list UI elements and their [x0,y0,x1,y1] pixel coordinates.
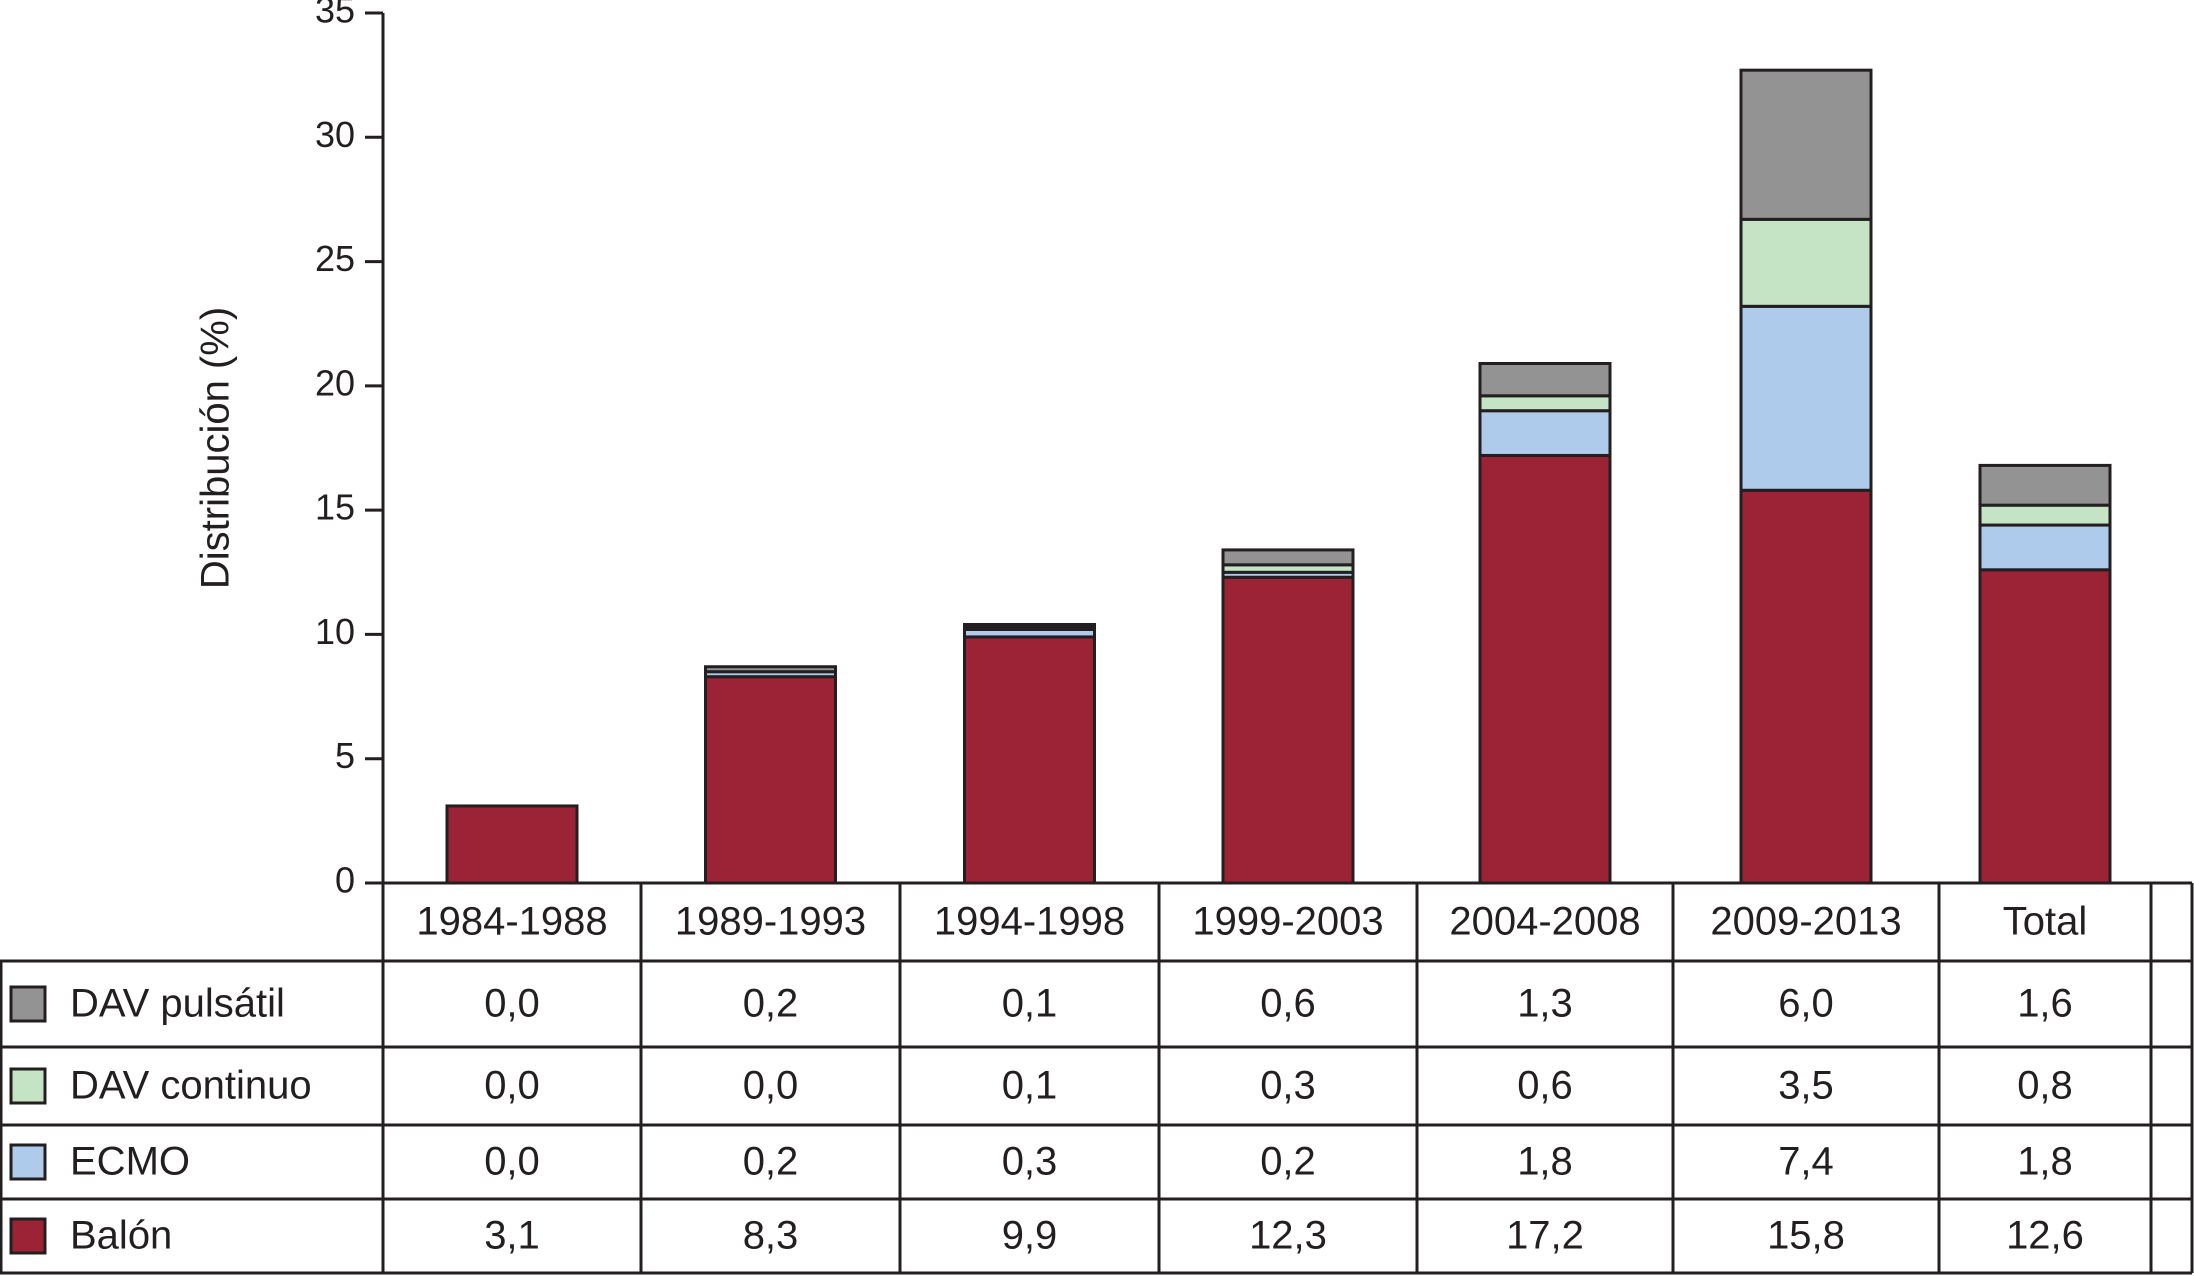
bar-segment [1739,488,1873,885]
x-tick-label: 1999-2003 [1192,900,1383,944]
y-tick-label: 20 [315,362,355,403]
bar-segment [704,675,837,885]
table-value: 0,2 [1260,1140,1316,1184]
table-value: 12,6 [2006,1214,2084,1258]
legend-label: Balón [70,1214,172,1258]
table-value: 0,8 [2017,1064,2073,1108]
table-value: 7,4 [1778,1140,1834,1184]
bar-segment [963,622,1096,629]
table-value: 0,6 [1517,1064,1573,1108]
table-value: 0,0 [484,1140,540,1184]
bar-segment [445,804,579,885]
bar-segment [704,665,837,674]
y-axis-title: Distribución (%) [194,307,238,589]
table-value: 0,2 [743,1140,799,1184]
x-tick-label: 1994-1998 [934,900,1125,944]
table-value: 1,6 [2017,982,2073,1026]
y-tick-label: 30 [315,114,355,155]
legend-swatch [9,985,47,1023]
y-tick-label: 25 [315,238,355,279]
x-tick-label: 1989-1993 [675,900,866,944]
legend-swatch [9,1143,47,1181]
y-tick-label: 0 [335,860,355,901]
x-tick-label: Total [2003,900,2088,944]
table-value: 0,6 [1260,982,1316,1026]
table-value: 1,8 [2017,1140,2073,1184]
legend-swatch [9,1217,47,1255]
bar-segment [1478,361,1612,398]
table-value: 17,2 [1506,1214,1584,1258]
bar-segment [1739,217,1873,308]
table-value: 0,1 [1002,982,1058,1026]
table-value: 1,8 [1517,1140,1573,1184]
bar-segment [1739,68,1873,221]
table-value: 0,3 [1002,1140,1058,1184]
y-tick-label: 35 [315,0,355,31]
legend-swatch [9,1067,47,1105]
table-value: 0,0 [484,982,540,1026]
legend-label: DAV continuo [70,1064,312,1108]
table-value: 1,3 [1517,982,1573,1026]
table-value: 9,9 [1002,1214,1058,1258]
bar-segment [1978,463,2112,507]
x-tick-label: 1984-1988 [416,900,607,944]
bar-segment [1478,453,1612,885]
table-value: 3,5 [1778,1064,1834,1108]
table-value: 0,0 [484,1064,540,1108]
y-tick-label: 15 [315,487,355,528]
x-tick-label: 2009-2013 [1710,900,1901,944]
table-value: 6,0 [1778,982,1834,1026]
bar-segment [1478,409,1612,457]
bar-segment [1978,568,2112,885]
legend-label: ECMO [70,1140,190,1184]
table-value: 3,1 [484,1214,540,1258]
y-tick-label: 10 [315,611,355,652]
table-value: 0,2 [743,982,799,1026]
legend-label: DAV pulsátil [70,982,285,1026]
table-value: 15,8 [1767,1214,1845,1258]
bar-segment [1978,523,2112,572]
bar-segment [1739,304,1873,492]
x-tick-label: 2004-2008 [1449,900,1640,944]
bar-segment [1478,394,1612,413]
bar-segment [1221,575,1355,885]
table-value: 0,0 [743,1064,799,1108]
bar-segment [1221,548,1355,567]
y-tick-label: 5 [335,735,355,776]
bar-segment [1978,503,2112,527]
table-value: 0,3 [1260,1064,1316,1108]
table-value: 0,1 [1002,1064,1058,1108]
table-value: 8,3 [743,1214,799,1258]
bar-segment [963,635,1096,885]
table-value: 12,3 [1249,1214,1327,1258]
